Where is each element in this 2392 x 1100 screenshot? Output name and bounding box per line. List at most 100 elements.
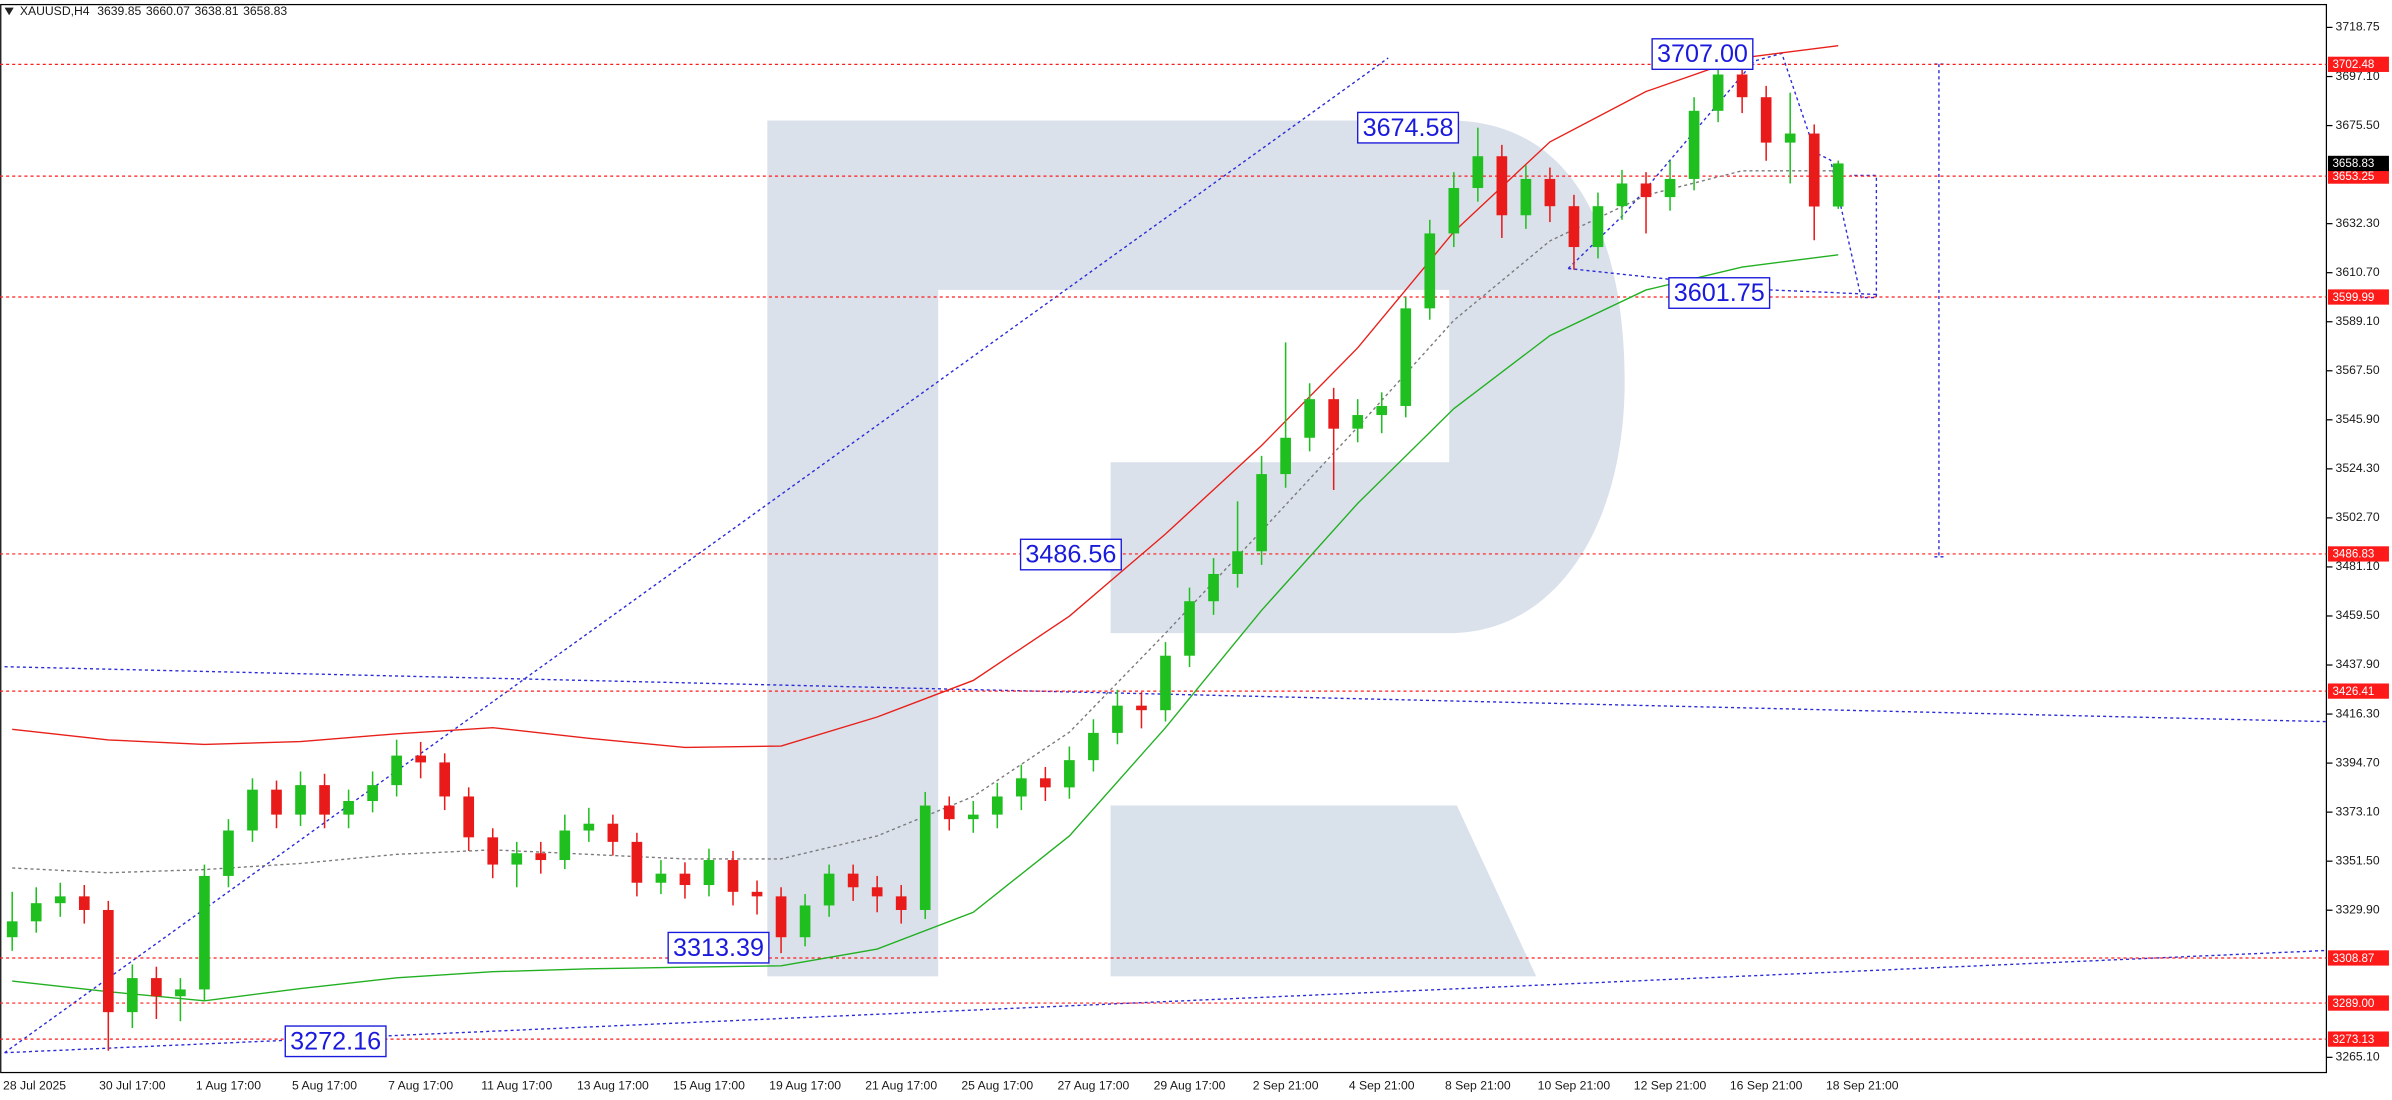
y-tick-label: 3394.70 (2336, 755, 2380, 769)
candle-body (1304, 399, 1315, 438)
candle-body (1520, 178, 1532, 216)
x-tick-label: 30 Jul 17:00 (99, 1078, 166, 1092)
y-tick-label: 3675.50 (2336, 118, 2380, 132)
candle-body (439, 762, 451, 797)
candle-body (1712, 74, 1724, 111)
level-label-box (2327, 1031, 2389, 1047)
indicator-line (12, 254, 1839, 1002)
candle-body (1544, 178, 1556, 207)
channel-line (4, 949, 2327, 1054)
level-label-box (2327, 546, 2389, 562)
overlays (12, 44, 1839, 1002)
level-label: 3653.25 (2333, 171, 2375, 183)
candle-body (1448, 188, 1460, 234)
menu-arrow[interactable] (4, 7, 14, 16)
candle-body (751, 891, 763, 897)
x-tick-label: 5 Aug 17:00 (292, 1078, 357, 1092)
candle-body (463, 796, 475, 838)
y-tick-label: 3545.90 (2336, 412, 2380, 426)
level-label-box (2327, 950, 2389, 966)
header-close: 3658.83 (243, 4, 287, 18)
candle-body (1015, 778, 1027, 797)
candle-body (415, 755, 426, 763)
x-tick-label: 11 Aug 17:00 (481, 1078, 552, 1092)
y-tick-label: 3437.90 (2336, 657, 2380, 671)
x-tick-label: 21 Aug 17:00 (865, 1078, 937, 1092)
candle-body (1424, 233, 1436, 309)
candle-body (271, 789, 282, 815)
price-label: 3658.83 (2333, 158, 2375, 170)
candle-body (1640, 183, 1652, 198)
level-label-box (2327, 56, 2389, 72)
y-tick-label: 3567.50 (2336, 363, 2380, 377)
candle-body (919, 805, 931, 910)
candle-body (1160, 655, 1171, 711)
header-open: 3639.85 (97, 4, 141, 18)
candle-body (1592, 206, 1604, 248)
x-tick-label: 16 Sep 21:00 (1730, 1078, 1803, 1092)
watermark-leg (1110, 805, 1537, 977)
level-label: 3273.13 (2333, 1034, 2375, 1046)
candle-body (799, 905, 811, 938)
y-tick-label: 3373.10 (2336, 804, 2380, 818)
y-tick-label: 3589.10 (2336, 314, 2380, 328)
candle-body (175, 989, 186, 997)
x-tick-label: 10 Sep 21:00 (1538, 1078, 1611, 1092)
candle-body (559, 830, 571, 861)
annotation-box (284, 1025, 387, 1058)
watermark-bowl (767, 120, 1625, 977)
candle-body (343, 801, 354, 815)
candle-body (1208, 573, 1219, 602)
level-label-box (2327, 683, 2389, 699)
candle-body (1760, 97, 1772, 143)
y-tick-label: 3329.90 (2336, 902, 2380, 916)
candle-body (775, 896, 787, 938)
x-tick-label: 13 Aug 17:00 (577, 1078, 649, 1092)
y-tick-label: 3416.30 (2336, 706, 2380, 720)
x-tick-label: 2 Sep 21:00 (1253, 1078, 1319, 1092)
candle-body (247, 789, 258, 831)
y-tick-label: 3610.70 (2336, 265, 2380, 279)
level-label: 3486.83 (2333, 549, 2375, 561)
candle-body (1496, 156, 1508, 216)
annotation-label: 3272.16 (290, 1027, 381, 1055)
x-tick-label: 15 Aug 17:00 (673, 1078, 745, 1092)
candle-body (30, 903, 42, 922)
candle-body (631, 841, 643, 883)
x-tick-label: 19 Aug 17:00 (769, 1078, 841, 1092)
x-tick-label: 7 Aug 17:00 (388, 1078, 453, 1092)
candle-body (703, 860, 715, 886)
level-label: 3599.99 (2333, 292, 2375, 304)
candle-body (847, 873, 859, 888)
candle-body (1136, 705, 1147, 711)
candle-body (1400, 308, 1412, 406)
candle-body (319, 785, 330, 815)
annotation-box (1668, 277, 1771, 309)
candle-body (1688, 110, 1700, 179)
annotations: 3707.00 3674.58 3601.75 3486.56 3313.39 3272.… (284, 38, 1771, 1058)
annotation-label: 3674.58 (1363, 114, 1454, 142)
header-high: 3660.07 (146, 4, 190, 18)
y-tick-label: 3351.50 (2336, 853, 2380, 867)
symbol: XAUUSD,H4 (20, 4, 90, 18)
candle-body (535, 853, 547, 861)
candle-body (1376, 405, 1388, 416)
x-tick-label: 12 Sep 21:00 (1634, 1078, 1707, 1092)
candle-body (367, 785, 378, 802)
candle-body (1328, 399, 1340, 429)
axes: 3718.75 3697.10 3675.50 3632.30 3610.70 3589.… (3, 20, 2389, 1092)
candle-body (1040, 778, 1051, 788)
x-tick-label: 8 Sep 21:00 (1445, 1078, 1511, 1092)
candle-body (679, 873, 691, 886)
level-label-box (2327, 289, 2389, 305)
annotation-box (667, 931, 770, 964)
candle-body (607, 823, 619, 842)
candle-body (223, 830, 234, 876)
annotation-box (1651, 38, 1754, 71)
candle-body (1784, 133, 1796, 143)
x-tick-label: 28 Jul 2025 (3, 1078, 66, 1092)
candle-body (1112, 705, 1123, 733)
candle-body (1472, 156, 1484, 189)
x-tick-label: 29 Aug 17:00 (1154, 1078, 1226, 1092)
